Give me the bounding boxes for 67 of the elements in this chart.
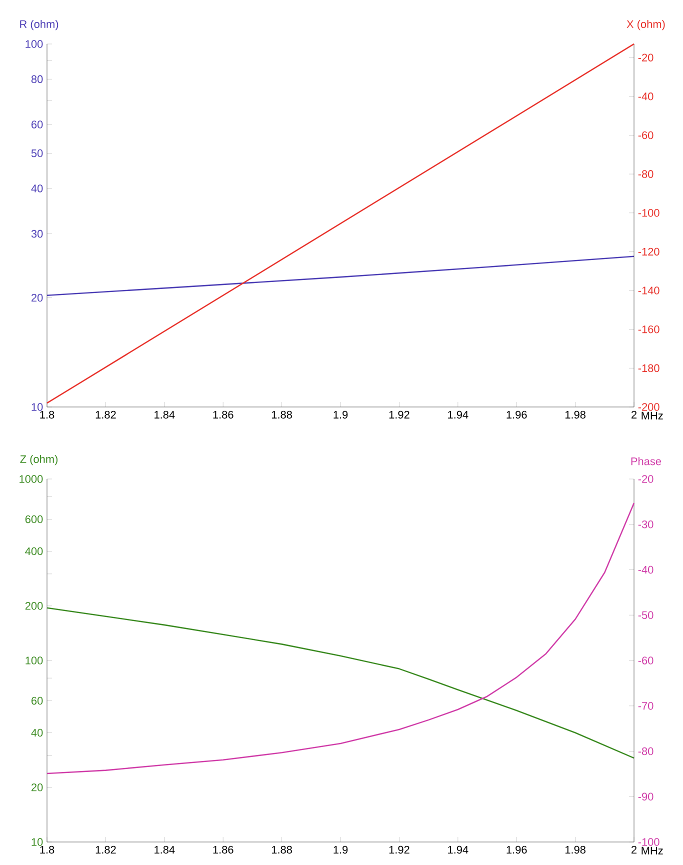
line-series (46, 502, 635, 774)
y-tick-label: 30 (31, 230, 43, 238)
y-tick-label: 60 (32, 120, 43, 128)
x-axis-title: MHz (642, 846, 663, 854)
x-tick-label: 1.8 (40, 410, 54, 419)
y2-axis-title: X (ohm) (626, 20, 665, 30)
x-tick-label: 1.8 (40, 846, 54, 854)
y2-tick-label: -100 (638, 838, 660, 846)
y-tick-label: 20 (32, 784, 43, 792)
x-tick-label: 1.82 (96, 846, 116, 854)
y2-tick-label: -100 (638, 209, 660, 217)
y2-tick-label: -70 (638, 702, 654, 710)
x-tick-label: 1.94 (448, 410, 468, 419)
y-tick-label: 40 (31, 728, 43, 737)
x-tick-label: 1.94 (448, 846, 468, 854)
y2-tick-label: -60 (638, 131, 654, 140)
y2-tick-label: -20 (638, 54, 654, 62)
y-tick-label: 400 (25, 547, 43, 556)
x-tick-label: 2 (632, 410, 637, 418)
y-tick-label: 60 (32, 696, 43, 705)
x-tick-label: 1.88 (272, 846, 292, 854)
x-tick-label: 1.96 (506, 846, 527, 854)
y-tick-label: 600 (25, 515, 43, 524)
x-tick-label: 1.9 (334, 410, 348, 419)
y-tick-label: 1000 (20, 475, 43, 483)
y-tick-label: 80 (31, 75, 43, 84)
x-axis-title: MHz (642, 412, 663, 420)
y-tick-label: 50 (31, 149, 43, 158)
x-tick-label: 1.82 (96, 410, 116, 419)
y-axis-title: Z (ohm) (20, 454, 58, 466)
y2-tick-label: -180 (638, 364, 660, 372)
x-tick-label: 1.92 (389, 846, 410, 854)
y-tick-label: 20 (32, 294, 43, 302)
y-tick-label: 100 (26, 40, 43, 48)
x-tick-label: 1.84 (154, 846, 175, 854)
y2-tick-label: -160 (638, 325, 660, 334)
y-tick-label: 40 (31, 184, 43, 192)
x-tick-label: 1.84 (154, 410, 175, 419)
x-tick-label: 1.92 (389, 410, 410, 419)
x-tick-label: 1.88 (272, 410, 292, 419)
x-tick-label: 1.9 (334, 846, 348, 854)
y2-tick-label: -30 (638, 520, 654, 528)
x-tick-label: 1.86 (213, 410, 234, 419)
y2-tick-label: -140 (638, 286, 660, 294)
x-tick-label: 1.96 (506, 410, 527, 419)
y2-tick-label: -90 (638, 792, 654, 801)
y2-tick-label: -80 (638, 747, 654, 756)
y-tick-label: 10 (32, 403, 43, 411)
line-series (46, 256, 635, 296)
x-tick-label: 1.86 (213, 846, 234, 854)
y2-tick-label: -50 (638, 611, 654, 620)
y2-tick-label: -80 (638, 170, 654, 178)
y-tick-label: 100 (26, 656, 43, 664)
y2-axis-title: Phase (631, 457, 662, 466)
y-tick-label: 10 (32, 838, 43, 846)
x-tick-label: 2 (632, 846, 637, 854)
line-series (46, 607, 635, 759)
y2-tick-label: -40 (638, 92, 654, 100)
x-tick-label: 1.98 (565, 410, 586, 419)
y-axis-title: R (ohm) (20, 20, 58, 30)
y-tick-label: 200 (25, 602, 43, 610)
x-tick-label: 1.98 (565, 846, 586, 854)
y2-tick-label: -120 (638, 248, 660, 256)
y2-tick-label: -60 (638, 656, 654, 664)
y2-tick-label: -20 (638, 475, 654, 483)
y2-tick-label: -200 (638, 403, 660, 411)
y2-tick-label: -40 (638, 566, 654, 574)
